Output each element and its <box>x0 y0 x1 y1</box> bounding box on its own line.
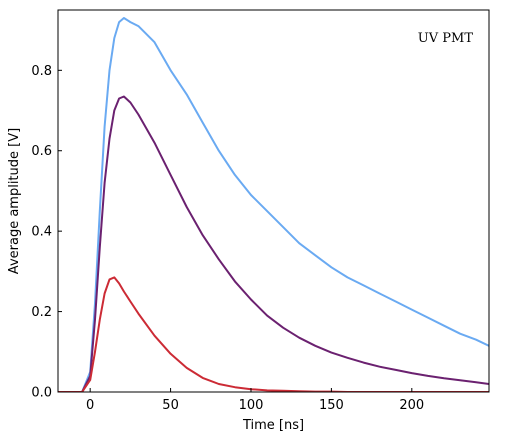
y-tick-label: 0.6 <box>31 144 52 159</box>
y-tick-label: 0.4 <box>31 225 52 240</box>
x-tick-label: 0 <box>86 398 94 413</box>
chart-annotation: UV PMT <box>418 31 474 46</box>
x-tick-label: 50 <box>162 398 179 413</box>
y-tick-label: 0.0 <box>31 386 52 401</box>
x-tick-label: 150 <box>319 398 344 413</box>
x-tick-label: 100 <box>239 398 264 413</box>
y-axis-label: Average amplitude [V] <box>7 128 22 274</box>
series-line-3 <box>58 276 489 392</box>
y-tick-label: 0.8 <box>31 64 52 79</box>
x-axis-label: Time [ns] <box>242 418 304 433</box>
series-layer <box>58 17 489 392</box>
y-tick-label: 0.2 <box>31 305 52 320</box>
series-line-1 <box>58 17 489 392</box>
x-tick-label: 200 <box>399 398 424 413</box>
plot-frame <box>57 9 490 393</box>
series-line-2 <box>58 95 489 392</box>
axes-layer: 0 50 100 150 200 0.0 0.2 0.4 0.6 0.8 <box>31 64 424 413</box>
